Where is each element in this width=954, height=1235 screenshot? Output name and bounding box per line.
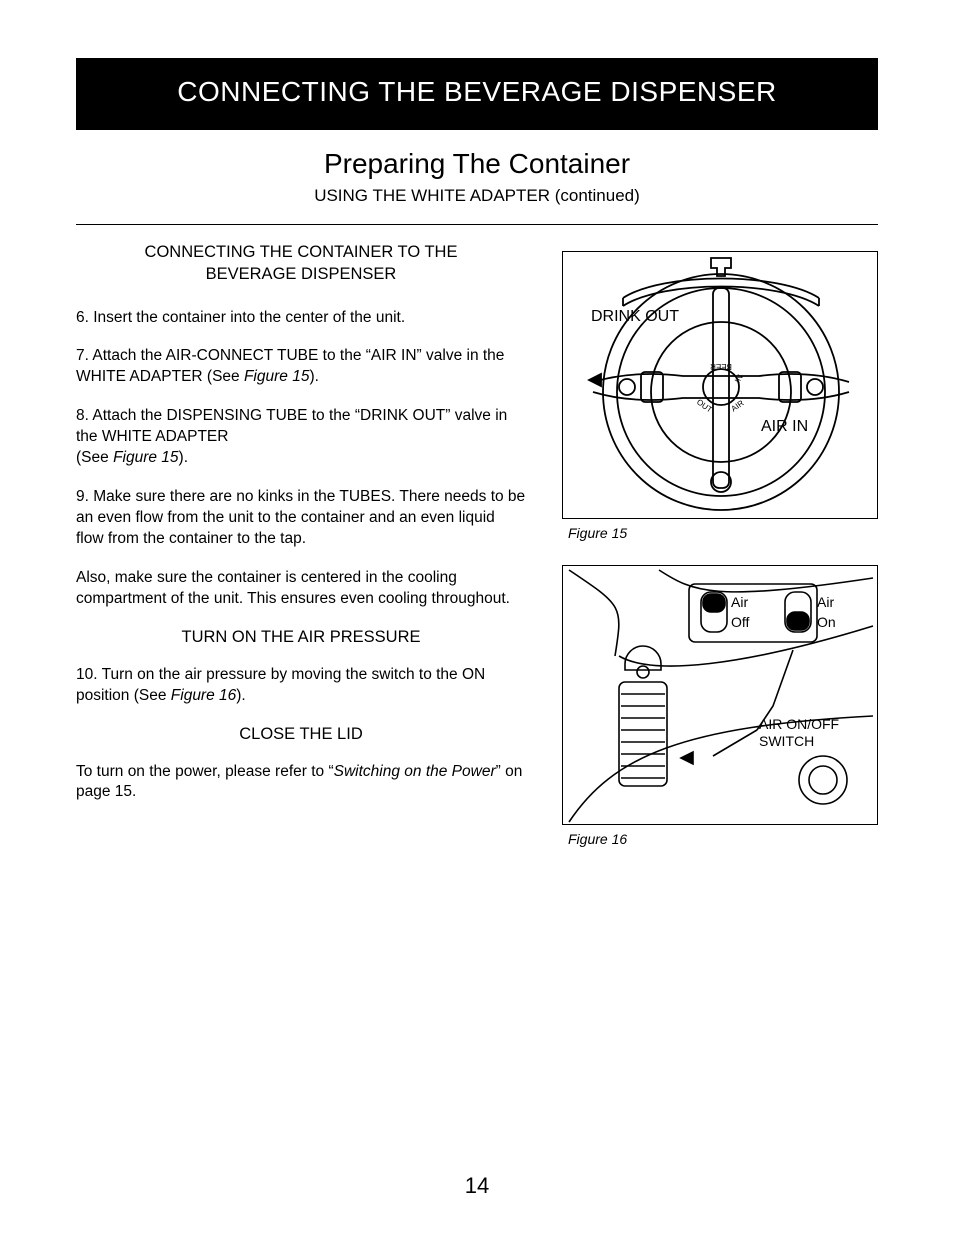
figure-15: BEER OUT AIR IN DRINK OUT AIR IN bbox=[562, 251, 878, 519]
step-8-a: 8. Attach the DISPENSING TUBE to the “DR… bbox=[76, 407, 507, 445]
left-column: CONNECTING THE CONTAINER TO THE BEVERAGE… bbox=[76, 241, 526, 871]
step-6: 6. Insert the container into the center … bbox=[76, 308, 526, 329]
page-banner: CONNECTING THE BEVERAGE DISPENSER bbox=[76, 58, 878, 130]
page-number: 14 bbox=[0, 1173, 954, 1199]
content-columns: CONNECTING THE CONTAINER TO THE BEVERAGE… bbox=[76, 241, 878, 871]
manual-page: CONNECTING THE BEVERAGE DISPENSER Prepar… bbox=[0, 0, 954, 1235]
step-7-c: ). bbox=[309, 368, 318, 385]
step-7-figref: Figure 15 bbox=[244, 368, 309, 385]
figure-16-air-off-top: Air bbox=[731, 594, 748, 610]
power-ref-title: Switching on the Power bbox=[334, 763, 496, 780]
svg-text:BEER: BEER bbox=[710, 362, 732, 371]
step-8-b: (See bbox=[76, 449, 113, 466]
figure-16-air-on-top: Air bbox=[817, 594, 834, 610]
step-9: 9. Make sure there are no kinks in the T… bbox=[76, 487, 526, 550]
page-title: Preparing The Container bbox=[76, 148, 878, 180]
section-heading-connect: CONNECTING THE CONTAINER TO THE BEVERAGE… bbox=[76, 241, 526, 286]
step-10-a: 10. Turn on the air pressure by moving t… bbox=[76, 666, 485, 704]
figure-16-on: On bbox=[817, 614, 836, 630]
figure-15-label-drink-out: DRINK OUT bbox=[591, 308, 679, 326]
section-heading-line2: BEVERAGE DISPENSER bbox=[206, 265, 397, 283]
step-10-c: ). bbox=[236, 687, 245, 704]
power-ref-a: To turn on the power, please refer to “ bbox=[76, 763, 334, 780]
figure-16-switch-label: AIR ON/OFF SWITCH bbox=[759, 716, 839, 750]
divider bbox=[76, 224, 878, 225]
figure-16-switch-l2: SWITCH bbox=[759, 733, 814, 749]
power-ref: To turn on the power, please refer to “S… bbox=[76, 762, 526, 804]
section-heading-air: TURN ON THE AIR PRESSURE bbox=[76, 628, 526, 647]
page-subtitle: USING THE WHITE ADAPTER (continued) bbox=[76, 186, 878, 206]
figure-15-caption: Figure 15 bbox=[568, 525, 878, 541]
step-7: 7. Attach the AIR-CONNECT TUBE to the “A… bbox=[76, 346, 526, 388]
step-8-d: ). bbox=[179, 449, 188, 466]
step-10-figref: Figure 16 bbox=[171, 687, 236, 704]
right-column: BEER OUT AIR IN DRINK OUT AIR IN Figure … bbox=[562, 241, 878, 871]
figure-15-label-air-in: AIR IN bbox=[761, 418, 808, 436]
figure-16: Air Off Air On AIR ON/OFF SWITCH bbox=[562, 565, 878, 825]
figure-16-off: Off bbox=[731, 614, 749, 630]
svg-text:OUT: OUT bbox=[695, 397, 714, 414]
step-8-figref: Figure 15 bbox=[113, 449, 178, 466]
step-9-also: Also, make sure the container is centere… bbox=[76, 568, 526, 610]
figure-15-svg: BEER OUT AIR IN bbox=[563, 252, 879, 520]
section-heading-lid: CLOSE THE LID bbox=[76, 725, 526, 744]
step-10: 10. Turn on the air pressure by moving t… bbox=[76, 665, 526, 707]
figure-16-caption: Figure 16 bbox=[568, 831, 878, 847]
step-8: 8. Attach the DISPENSING TUBE to the “DR… bbox=[76, 406, 526, 469]
figure-16-switch-l1: AIR ON/OFF bbox=[759, 716, 839, 732]
section-heading-line1: CONNECTING THE CONTAINER TO THE bbox=[145, 243, 458, 261]
